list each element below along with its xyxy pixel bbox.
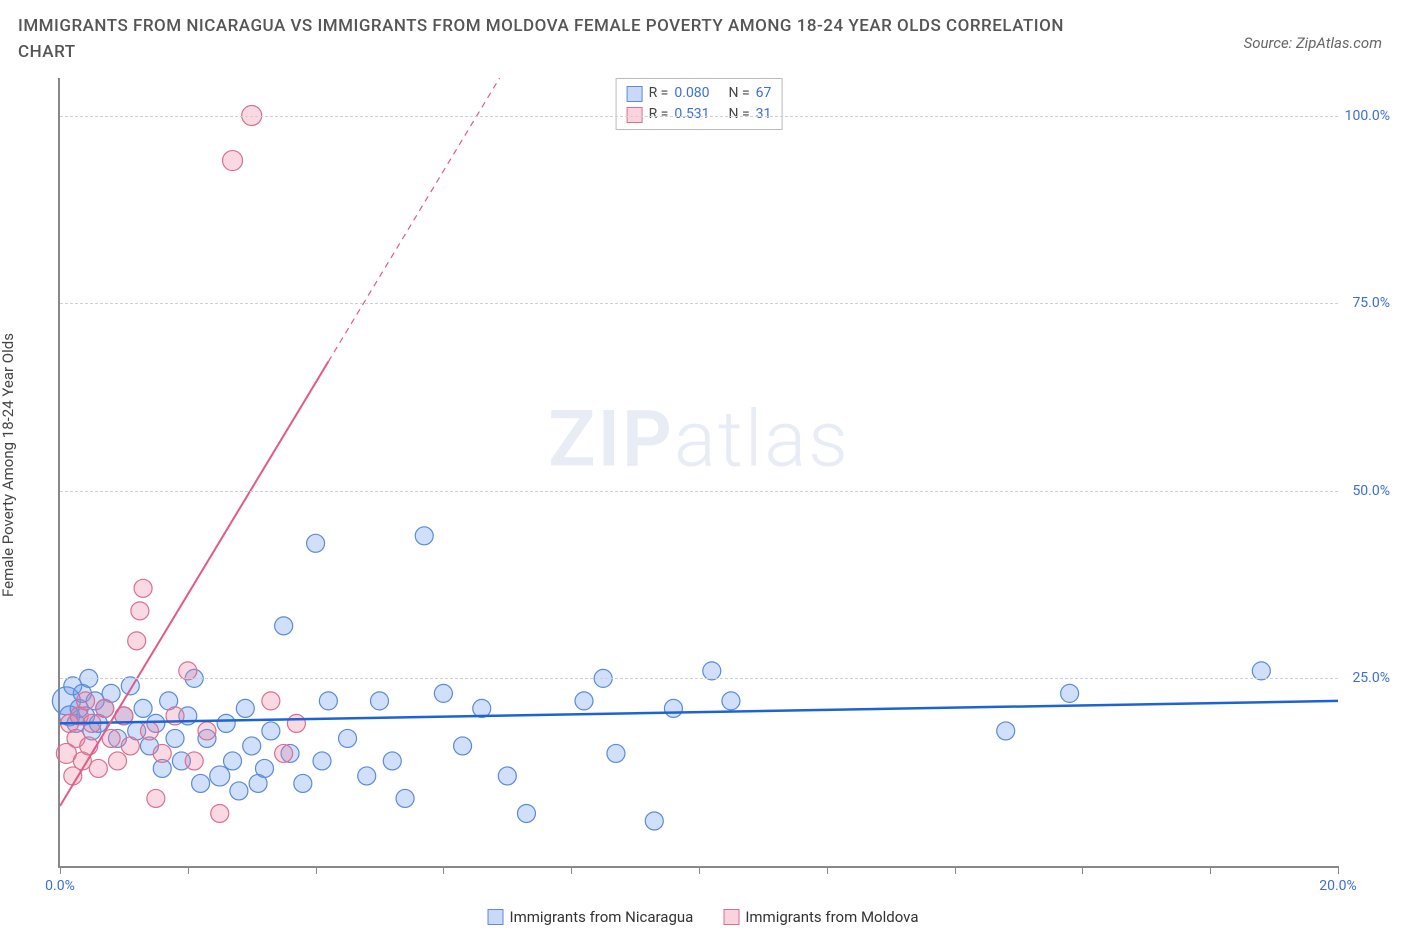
r-label: R = — [649, 104, 669, 125]
stats-box: R = 0.080 N = 67 R = 0.531 N = 31 — [616, 78, 783, 130]
bottom-legend: Immigrants from Nicaragua Immigrants fro… — [488, 908, 919, 926]
n-value-moldova: 31 — [756, 104, 772, 125]
r-label: R = — [649, 83, 669, 104]
stats-row-nicaragua: R = 0.080 N = 67 — [627, 83, 772, 104]
chart-title: IMMIGRANTS FROM NICARAGUA VS IMMIGRANTS … — [18, 14, 1118, 65]
n-value-nicaragua: 67 — [756, 83, 772, 104]
x-tick-label: 20.0% — [1319, 878, 1357, 894]
swatch-blue-icon — [627, 86, 643, 102]
n-label: N = — [729, 104, 750, 125]
y-axis-label: Female Poverty Among 18-24 Year Olds — [0, 333, 17, 597]
plot-svg — [60, 78, 1338, 866]
swatch-pink-icon — [723, 909, 739, 925]
y-tick-label: 100.0% — [1345, 108, 1390, 124]
r-value-nicaragua: 0.080 — [674, 83, 709, 104]
swatch-blue-icon — [488, 909, 504, 925]
legend-item-moldova: Immigrants from Moldova — [723, 908, 918, 926]
stats-row-moldova: R = 0.531 N = 31 — [627, 104, 772, 125]
legend-label: Immigrants from Nicaragua — [510, 908, 694, 926]
legend-label: Immigrants from Moldova — [745, 908, 918, 926]
source-attribution: Source: ZipAtlas.com — [1244, 34, 1382, 52]
swatch-pink-icon — [627, 107, 643, 123]
legend-item-nicaragua: Immigrants from Nicaragua — [488, 908, 694, 926]
y-tick-label: 50.0% — [1352, 483, 1390, 499]
r-value-moldova: 0.531 — [674, 104, 709, 125]
n-label: N = — [729, 83, 750, 104]
x-tick-label: 0.0% — [45, 878, 75, 894]
plot-area: ZIPatlas R = 0.080 N = 67 R = 0.531 N = … — [58, 78, 1338, 868]
y-tick-label: 75.0% — [1352, 295, 1390, 311]
y-tick-label: 25.0% — [1352, 670, 1390, 686]
